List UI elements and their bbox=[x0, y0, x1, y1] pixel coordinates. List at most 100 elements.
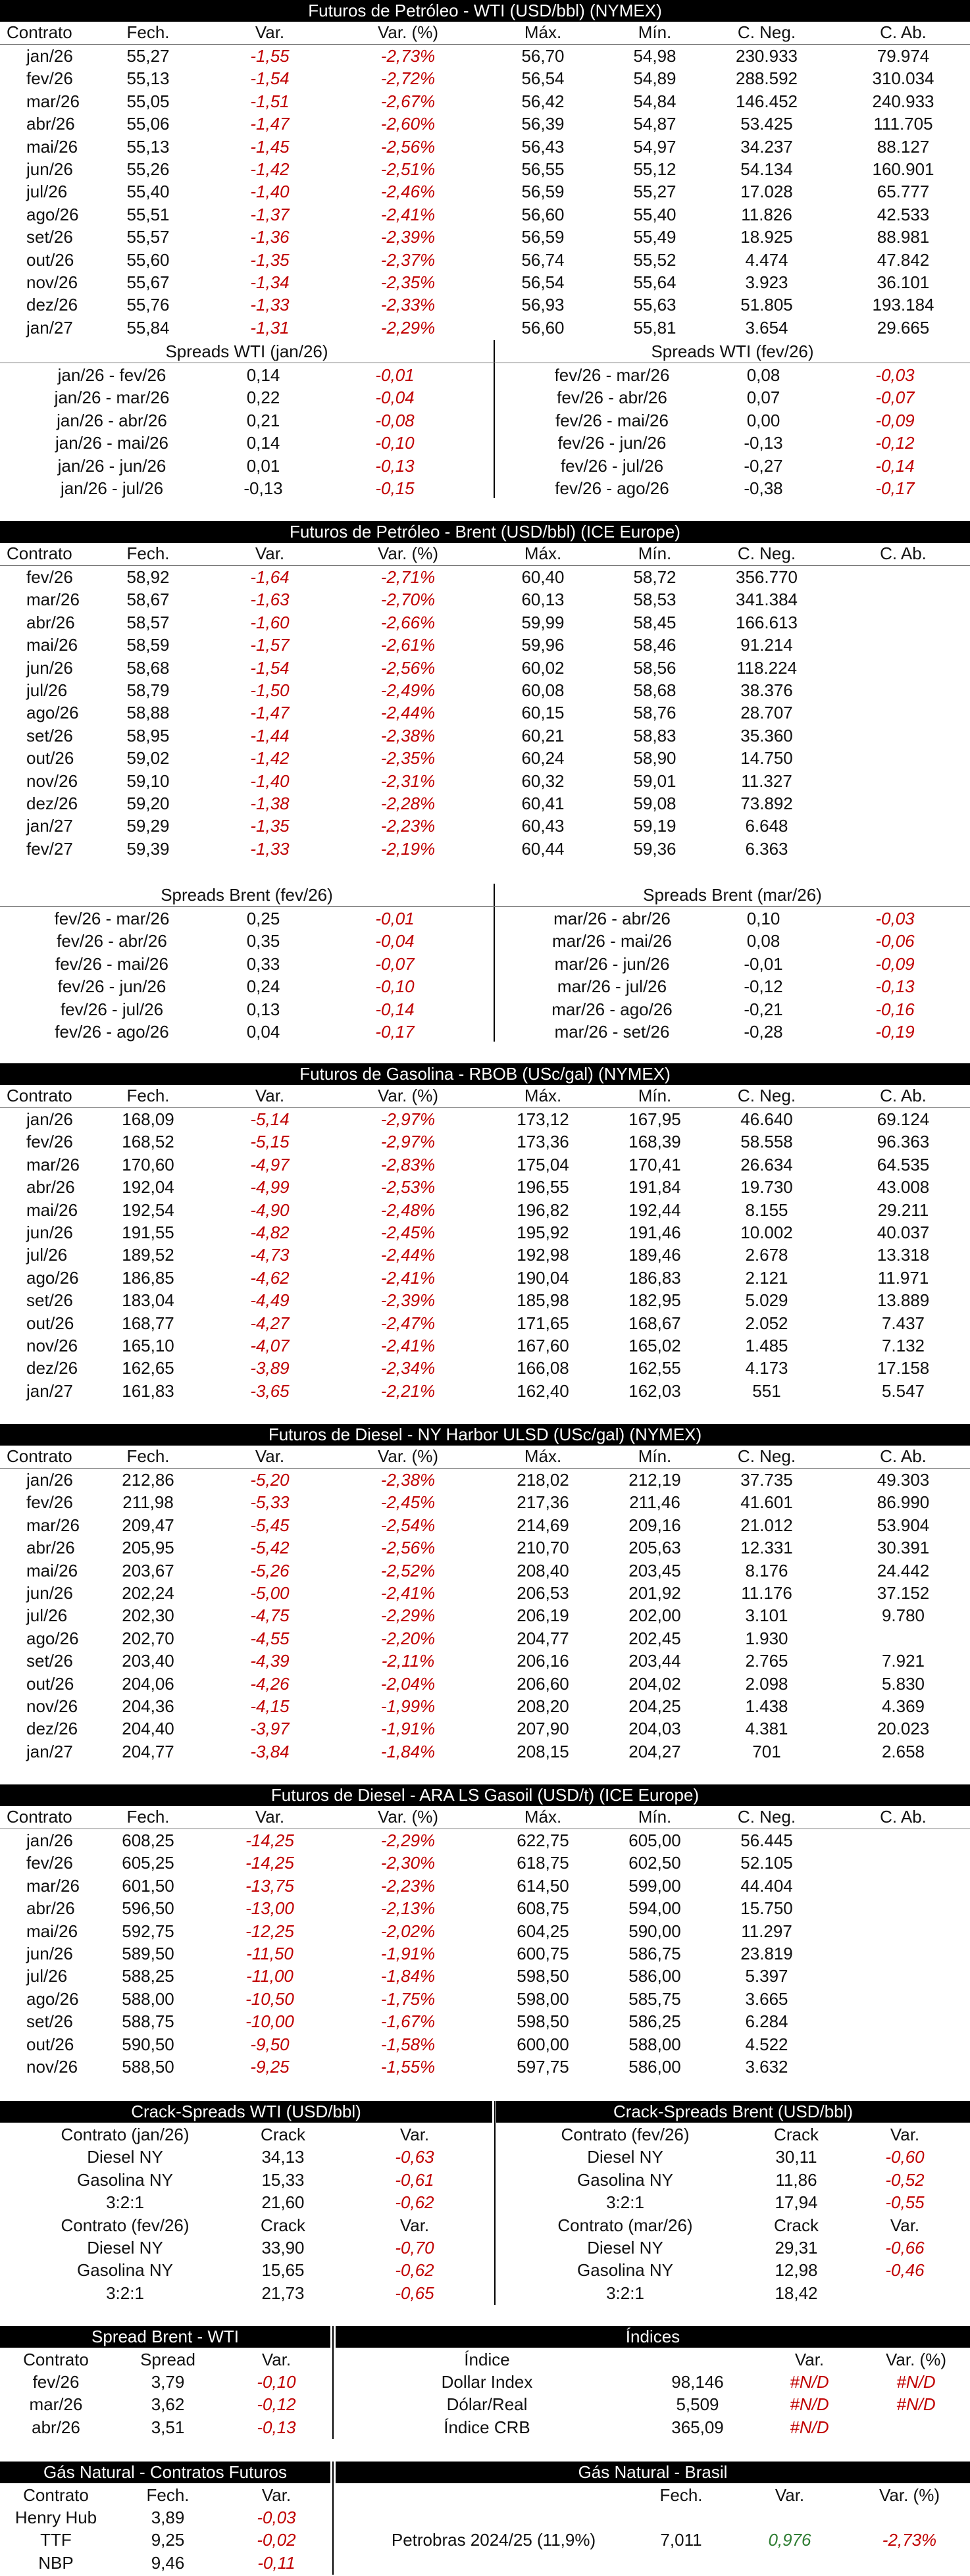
cell: -10,50 bbox=[245, 1988, 294, 2009]
cell: 91.214 bbox=[740, 635, 793, 655]
cell: -5,15 bbox=[250, 1132, 290, 1152]
cell: 55,40 bbox=[126, 182, 170, 202]
cell: 0,22 bbox=[246, 388, 280, 408]
cell: 56,60 bbox=[521, 204, 565, 224]
cell: jul/26 bbox=[26, 1966, 68, 1986]
table-row: jul/26 58,79 -1,50 -2,49% 60,08 58,68 38.376 bbox=[0, 679, 970, 701]
cell: -4,39 bbox=[250, 1651, 290, 1671]
cell: -1,38 bbox=[250, 794, 290, 813]
cell: 3.665 bbox=[745, 1988, 788, 2009]
header-divider bbox=[0, 565, 970, 566]
column-header: C. Ab. bbox=[880, 1446, 927, 1466]
cell: mai/26 bbox=[26, 1921, 78, 1941]
cell: 11.176 bbox=[741, 1583, 792, 1603]
cell: 168,09 bbox=[122, 1109, 174, 1129]
cell: 203,67 bbox=[122, 1560, 174, 1580]
section-title: Futuros de Diesel - ARA LS Gasoil (USD/t… bbox=[0, 1784, 970, 1806]
spread-row: fev/26 - abr/26 0,35 -0,04 mar/26 - mai/26 0… bbox=[0, 930, 970, 952]
column-header: Var. bbox=[261, 2485, 292, 2505]
cell: 56,54 bbox=[521, 68, 565, 89]
cell: -11,00 bbox=[246, 1966, 294, 1986]
table-row: mar/26 58,67 -1,63 -2,70% 60,13 58,53 341.384 bbox=[0, 588, 970, 611]
cell: -0,10 bbox=[257, 2372, 296, 2392]
cell: -0,27 bbox=[744, 455, 783, 476]
cell: 1.485 bbox=[745, 1336, 788, 1355]
spread-title-left: Spreads WTI (jan/26) bbox=[165, 341, 328, 361]
cell: 55,52 bbox=[633, 249, 676, 270]
table-row: mai/26 192,54 -4,90 -2,48% 196,82 192,44 8.155… bbox=[0, 1199, 970, 1221]
cell: -0,12 bbox=[744, 976, 783, 997]
cell: #N/D bbox=[790, 2372, 829, 2392]
table-row: fev/26 58,92 -1,64 -2,71% 60,40 58,72 356.770 bbox=[0, 566, 970, 588]
table-row: nov/26 59,10 -1,40 -2,31% 60,32 59,01 11.327 bbox=[0, 770, 970, 792]
cell: 162,55 bbox=[628, 1358, 681, 1378]
cell: abr/26 bbox=[26, 612, 75, 632]
cell: -0,14 bbox=[375, 999, 415, 1019]
cell: fev/27 bbox=[26, 838, 73, 859]
cell: 37.152 bbox=[877, 1583, 930, 1603]
cell: 14.750 bbox=[740, 748, 793, 769]
cell: 86.990 bbox=[877, 1492, 930, 1513]
cell: 18,42 bbox=[775, 2283, 818, 2303]
cell: 3.101 bbox=[745, 1605, 788, 1626]
cell: 58,68 bbox=[126, 657, 170, 678]
cell: -2,72% bbox=[380, 68, 436, 89]
cell: -0,07 bbox=[375, 953, 415, 974]
cell: -4,99 bbox=[250, 1177, 290, 1198]
table-row: mai/26 55,13 -1,45 -2,56% 56,43 54,97 34.237 88… bbox=[0, 136, 970, 158]
cell: 60,21 bbox=[521, 725, 565, 745]
crack-header-row: Contrato (fev/26) Crack Var. bbox=[0, 2214, 970, 2236]
cell: 118.224 bbox=[736, 657, 798, 678]
cell: fev/26 bbox=[26, 1492, 73, 1513]
cell: -2,19% bbox=[380, 838, 436, 859]
cell: 161,83 bbox=[122, 1380, 174, 1401]
cell: 55,64 bbox=[633, 272, 676, 292]
cell: -2,31% bbox=[380, 770, 436, 791]
cell: fev/26 - mar/26 bbox=[54, 909, 170, 928]
cell: 614,50 bbox=[517, 1875, 569, 1896]
cell: 3.654 bbox=[745, 317, 788, 338]
cell: 55,26 bbox=[126, 159, 170, 179]
cell: -0,70 bbox=[395, 2238, 434, 2258]
cell: mar/26 bbox=[26, 1875, 80, 1896]
cell: 2.052 bbox=[745, 1313, 788, 1333]
cell: -1,50 bbox=[250, 680, 290, 700]
table-row: out/26 55,60 -1,35 -2,37% 56,74 55,52 4.474 47.… bbox=[0, 249, 970, 271]
cell: fev/26 - mar/26 bbox=[554, 365, 670, 385]
cell: mai/26 bbox=[26, 1560, 78, 1580]
cell: 0,04 bbox=[246, 1022, 280, 1042]
column-divider bbox=[494, 340, 495, 499]
cell: -2,41% bbox=[380, 1583, 436, 1603]
cell: 58,79 bbox=[126, 680, 170, 700]
cell: 11.327 bbox=[741, 770, 792, 791]
cell: 3,79 bbox=[151, 2372, 185, 2392]
cell: -5,20 bbox=[250, 1470, 290, 1490]
cell: jun/26 bbox=[26, 657, 73, 678]
cell: jan/26 - abr/26 bbox=[57, 410, 167, 430]
cell: 5,509 bbox=[676, 2394, 719, 2415]
cell: 55,12 bbox=[633, 159, 676, 179]
crack-header-row: Contrato (fev/26) Crack Var. bbox=[0, 2123, 970, 2146]
cell: 218,02 bbox=[517, 1470, 569, 1490]
cell: jan/26 bbox=[26, 46, 73, 66]
cell: -0,55 bbox=[885, 2192, 925, 2213]
table-row: dez/26 204,40 -3,97 -1,91% 207,90 204,03 4.381… bbox=[0, 1717, 970, 1740]
table-row: dez/26 59,20 -1,38 -2,28% 60,41 59,08 73.892 bbox=[0, 792, 970, 815]
cell: 217,36 bbox=[517, 1492, 569, 1513]
cell: 11.826 bbox=[741, 204, 792, 224]
column-header: C. Neg. bbox=[737, 1086, 796, 1105]
cell: 26.634 bbox=[740, 1154, 793, 1174]
cell: jan/26 - jul/26 bbox=[60, 478, 164, 498]
cell: Diesel NY bbox=[587, 2147, 663, 2167]
cell: -0,38 bbox=[744, 478, 783, 498]
cell: 3.632 bbox=[745, 2057, 788, 2077]
cell: 191,84 bbox=[628, 1177, 681, 1198]
cell: 0,07 bbox=[746, 388, 780, 408]
spread-title-right: Spreads Brent (mar/26) bbox=[643, 885, 822, 905]
cell: fev/26 bbox=[26, 1853, 73, 1873]
cell: ago/26 bbox=[26, 1988, 79, 2009]
cell: 4.381 bbox=[745, 1719, 788, 1739]
cell: 55,81 bbox=[633, 317, 676, 338]
cell: out/26 bbox=[26, 1313, 74, 1333]
cell: 0,33 bbox=[246, 953, 280, 974]
